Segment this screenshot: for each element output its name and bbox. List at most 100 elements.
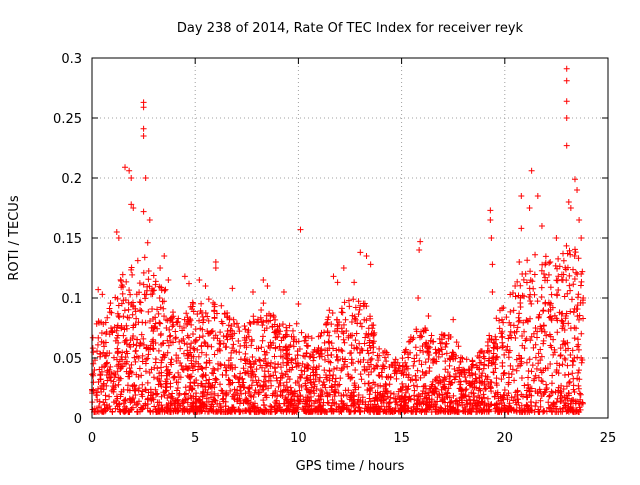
roti-point (513, 367, 520, 374)
roti-point (146, 369, 153, 376)
roti-point (245, 327, 252, 334)
roti-point (575, 255, 582, 262)
roti-point (514, 387, 521, 394)
roti-point (158, 369, 165, 376)
roti-point (233, 348, 240, 355)
roti-point (118, 300, 125, 307)
roti-point (508, 371, 515, 378)
roti-point (505, 408, 512, 415)
roti-point (547, 405, 554, 412)
roti-point (229, 379, 236, 386)
roti-point (487, 385, 494, 392)
roti-point (267, 339, 274, 346)
roti-point (359, 394, 366, 401)
roti-point (229, 335, 236, 342)
roti-point (507, 328, 514, 335)
roti-point (540, 391, 547, 398)
roti-point (402, 348, 409, 355)
roti-point (447, 380, 454, 387)
roti-point (488, 379, 495, 386)
roti-point (202, 310, 209, 317)
roti-point (359, 347, 366, 354)
roti-point (458, 370, 465, 377)
roti-point (575, 316, 582, 323)
roti-point (162, 378, 169, 385)
roti-point (547, 361, 554, 368)
roti-point (290, 393, 297, 400)
roti-point (162, 286, 169, 293)
roti-point-peak (576, 217, 583, 223)
roti-point (393, 375, 400, 382)
roti-point (217, 341, 224, 348)
roti-point (136, 385, 143, 392)
roti-point (177, 345, 184, 352)
roti-point (152, 339, 159, 346)
roti-point (210, 408, 217, 415)
roti-point (139, 388, 146, 395)
roti-point (196, 396, 203, 403)
roti-point (525, 405, 532, 412)
roti-point (294, 378, 301, 385)
roti-point (301, 364, 308, 371)
roti-point (149, 338, 156, 345)
roti-point (132, 358, 139, 365)
axis-ticks: 0 5 10 15 20 25 0 0.05 0.1 0.15 0.2 0.25 0.3 (53, 52, 616, 446)
roti-point (184, 408, 191, 415)
roti-point (267, 372, 274, 379)
roti-point (278, 364, 285, 371)
roti-point (304, 374, 311, 381)
roti-point (446, 362, 453, 369)
roti-point (310, 357, 317, 364)
roti-point (438, 386, 445, 393)
roti-point (430, 389, 437, 396)
roti-point (222, 392, 229, 399)
roti-point (454, 408, 461, 415)
roti-point-peak (140, 208, 147, 215)
roti-point (272, 408, 279, 415)
roti-point (102, 392, 109, 399)
roti-point (305, 389, 312, 396)
roti-point (245, 385, 252, 392)
roti-point (117, 391, 124, 398)
roti-point (152, 391, 159, 398)
roti-point (463, 397, 470, 404)
roti-point (458, 399, 465, 406)
roti-point (182, 384, 189, 391)
roti-point (282, 396, 289, 403)
roti-point-peak (130, 205, 137, 211)
roti-point (367, 345, 374, 351)
roti-point (181, 391, 188, 398)
roti-point (362, 334, 369, 341)
roti-point (126, 314, 133, 321)
roti-point (367, 357, 374, 364)
roti-point (95, 334, 102, 341)
roti-point (375, 382, 382, 389)
roti-point (391, 395, 398, 402)
roti-point (566, 272, 573, 279)
roti-point (164, 407, 171, 414)
roti-point (453, 398, 460, 405)
roti-point (122, 396, 129, 403)
roti-point (518, 402, 525, 409)
roti-point (224, 336, 231, 343)
roti-point (386, 399, 393, 406)
roti-point (121, 397, 128, 404)
roti-point (173, 358, 180, 365)
roti-point (257, 362, 264, 369)
roti-point (422, 370, 429, 377)
roti-point (363, 317, 370, 324)
roti-point (262, 362, 269, 369)
roti-point (535, 350, 542, 357)
roti-point (149, 290, 156, 297)
roti-point (368, 355, 375, 362)
roti-point (348, 396, 355, 403)
roti-point (338, 309, 345, 316)
roti-point (232, 389, 239, 396)
roti-point-peak (212, 265, 219, 271)
roti-point (454, 367, 461, 374)
roti-point (234, 387, 241, 394)
roti-point (511, 377, 518, 384)
data-points (89, 65, 587, 415)
roti-point (307, 353, 314, 360)
roti-point (295, 397, 302, 404)
